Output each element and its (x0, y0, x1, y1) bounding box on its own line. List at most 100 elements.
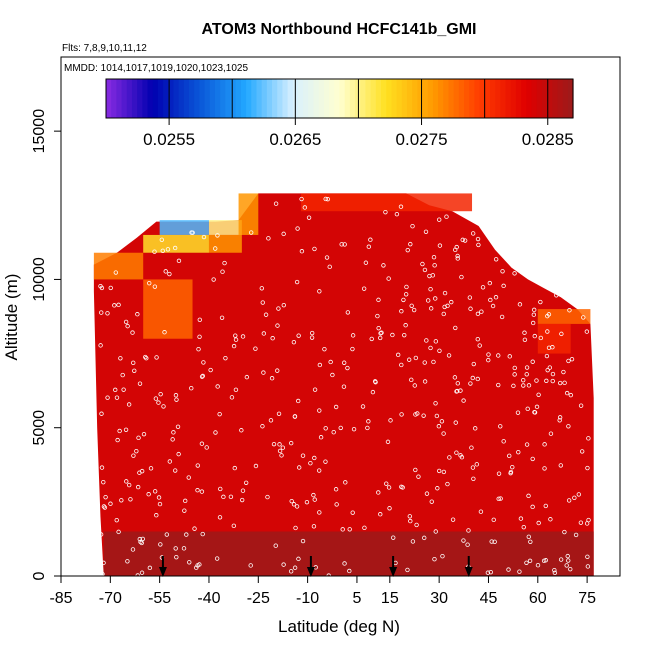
sample-point (101, 479, 106, 485)
sample-point (444, 214, 449, 219)
sample-point (295, 226, 300, 231)
sample-point (363, 260, 369, 265)
sample-point (399, 309, 404, 314)
sample-point (174, 554, 179, 560)
sample-point (219, 315, 225, 321)
colorbar-swatch (406, 79, 413, 118)
sample-point (373, 379, 378, 385)
sample-point (317, 408, 322, 413)
sample-point (436, 217, 442, 222)
sample-point (116, 302, 121, 308)
sample-point (186, 475, 191, 480)
colorbar-swatch (365, 79, 372, 118)
sample-point (528, 539, 533, 544)
sample-point (408, 518, 413, 524)
sample-point (402, 332, 407, 338)
sample-point (566, 424, 571, 429)
sample-point (535, 563, 541, 568)
colorbar-swatch (323, 79, 330, 118)
sample-point (409, 303, 414, 308)
sample-point (441, 431, 446, 436)
sample-point (422, 267, 428, 273)
sample-point (123, 319, 129, 325)
colorbar-swatch (505, 79, 512, 118)
sample-point (279, 453, 284, 458)
sample-point (437, 243, 443, 248)
sample-point (322, 346, 327, 352)
sample-point (334, 502, 339, 507)
sample-point (114, 517, 119, 523)
sample-point (338, 425, 343, 431)
colorbar-swatch (360, 79, 367, 118)
sample-point (350, 510, 355, 515)
sample-point (410, 539, 416, 544)
sample-point (521, 524, 526, 530)
sample-point (173, 468, 178, 473)
sample-point (153, 396, 159, 401)
sample-point (526, 493, 531, 499)
sample-point (401, 297, 406, 303)
curtain-feature-6 (143, 279, 193, 339)
sample-point (498, 424, 503, 429)
sample-point (261, 331, 267, 336)
sample-point (458, 388, 463, 393)
sample-point (405, 247, 410, 253)
sample-point (557, 415, 563, 420)
sample-point (113, 387, 118, 393)
sample-point (115, 437, 120, 443)
sample-point (538, 299, 543, 305)
sample-point (99, 465, 105, 470)
x-axis-label: Latitude (deg N) (278, 617, 400, 636)
sample-point (545, 367, 550, 373)
sample-point (454, 389, 459, 394)
colorbar-swatch (381, 79, 387, 118)
sample-point (269, 376, 275, 381)
sample-point (197, 317, 202, 322)
sample-point (291, 502, 297, 507)
colorbar-swatch (230, 79, 237, 118)
colorbar-swatch (432, 79, 439, 118)
sample-point (474, 462, 480, 467)
colorbar-swatch (541, 79, 548, 118)
sample-point (378, 335, 383, 341)
sample-point (317, 362, 323, 368)
colorbar-swatch (464, 79, 470, 118)
sample-point (140, 536, 146, 542)
sample-point (221, 494, 226, 500)
sample-point (455, 256, 460, 261)
sample-point (159, 237, 165, 242)
sample-point (215, 384, 220, 389)
sample-point (527, 558, 533, 564)
sample-point (176, 451, 181, 457)
sample-point (143, 354, 148, 360)
sample-point (548, 517, 553, 522)
sample-point (510, 465, 515, 470)
profile-arrow-head (464, 567, 473, 577)
sample-point (585, 554, 590, 559)
sample-point (260, 300, 265, 305)
sample-point (341, 384, 347, 389)
curtain-feature-8 (537, 323, 571, 354)
sample-point (543, 503, 548, 509)
sample-point (271, 441, 277, 447)
sample-point (530, 359, 535, 364)
sample-point (584, 521, 590, 526)
sample-point (260, 424, 265, 429)
sample-point (433, 339, 439, 344)
sample-point (309, 330, 315, 336)
sample-point (181, 546, 187, 551)
sample-point (486, 357, 491, 363)
sample-point (239, 497, 245, 503)
sample-point (477, 343, 482, 348)
colorbar-swatch (500, 79, 507, 118)
sample-point (585, 564, 591, 569)
sample-point (447, 455, 452, 460)
sample-point (496, 353, 501, 358)
colorbar-swatch (412, 79, 418, 118)
sample-point (421, 413, 426, 418)
sample-point (172, 245, 178, 251)
sample-point (386, 485, 392, 490)
sample-point (277, 448, 283, 454)
sample-point (144, 356, 149, 361)
